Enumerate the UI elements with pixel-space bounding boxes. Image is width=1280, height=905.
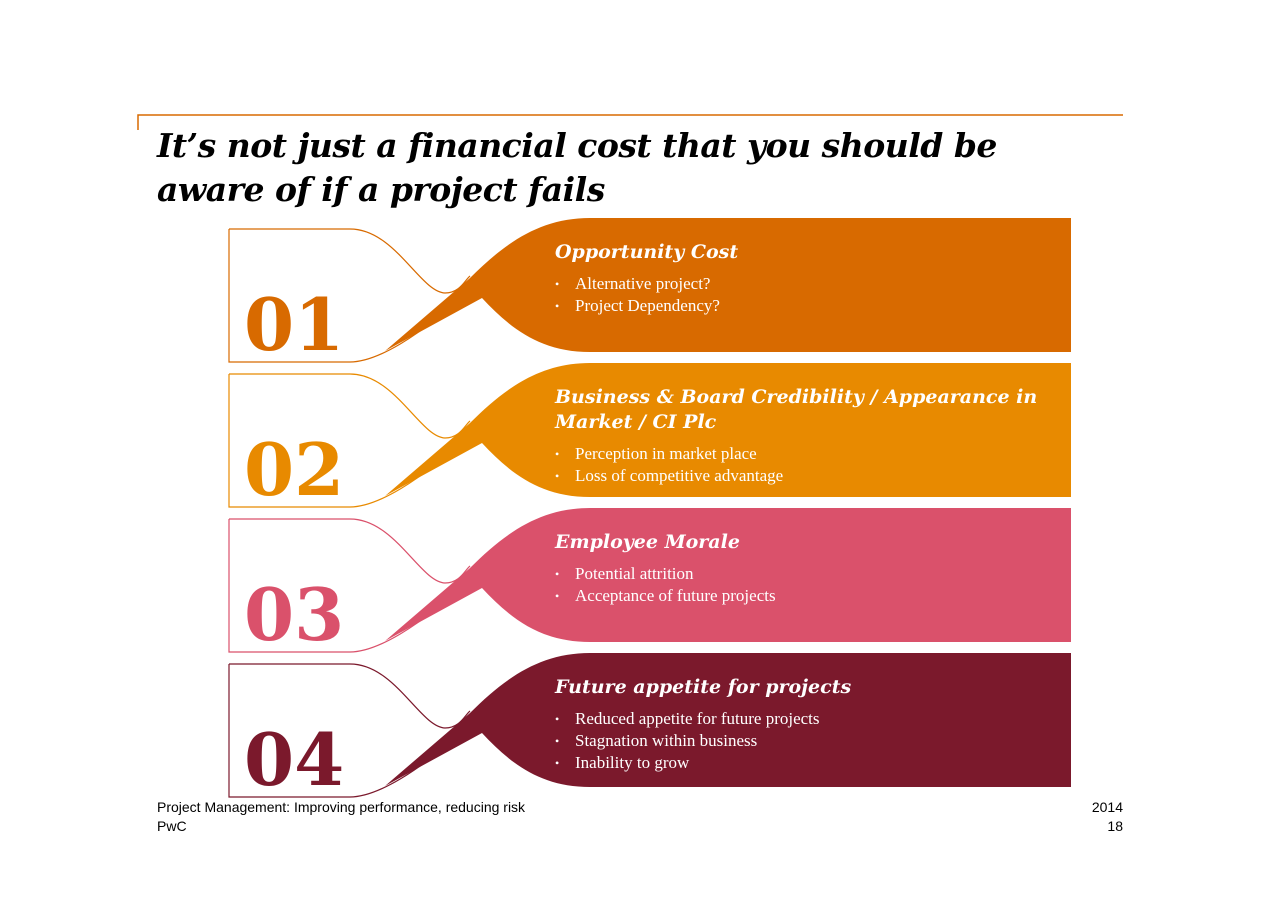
item-number: 02 (244, 427, 345, 512)
bullet: Inability to grow (555, 752, 1065, 774)
bullet: Perception in market place (555, 443, 1065, 465)
item-heading: Employee Morale (555, 531, 740, 553)
bullet: Reduced appetite for future projects (555, 708, 1065, 730)
item-number: 04 (244, 717, 345, 802)
item-text: Employee Morale Potential attritionAccept… (555, 530, 1065, 607)
item-text: Business & Board Credibility / Appearanc… (555, 385, 1065, 487)
item-heading: Opportunity Cost (555, 241, 739, 263)
item-number: 01 (244, 282, 345, 367)
item-number: 03 (244, 572, 345, 657)
bullet: Loss of competitive advantage (555, 465, 1065, 487)
bullet: Stagnation within business (555, 730, 1065, 752)
item-text: Opportunity Cost Alternative project?Proj… (555, 240, 1065, 317)
bullet: Alternative project? (555, 273, 1065, 295)
footer-right: 2014 18 (1092, 798, 1123, 836)
bullet: Potential attrition (555, 563, 1065, 585)
item-text: Future appetite for projects Reduced appe… (555, 675, 1065, 774)
top-rule (137, 114, 1123, 130)
item-heading: Business & Board Credibility / Appearanc… (555, 386, 1038, 433)
item-heading: Future appetite for projects (555, 676, 852, 698)
bullet: Project Dependency? (555, 295, 1065, 317)
footer-line: PwC (157, 818, 187, 834)
bullet: Acceptance of future projects (555, 585, 1065, 607)
footer-left: Project Management: Improving performanc… (157, 798, 525, 836)
footer-year: 2014 (1091, 799, 1123, 815)
footer-line: Project Management: Improving performanc… (157, 799, 526, 815)
page-number: 18 (1107, 818, 1123, 834)
title: It’s not just a financial cost that you … (157, 126, 997, 209)
